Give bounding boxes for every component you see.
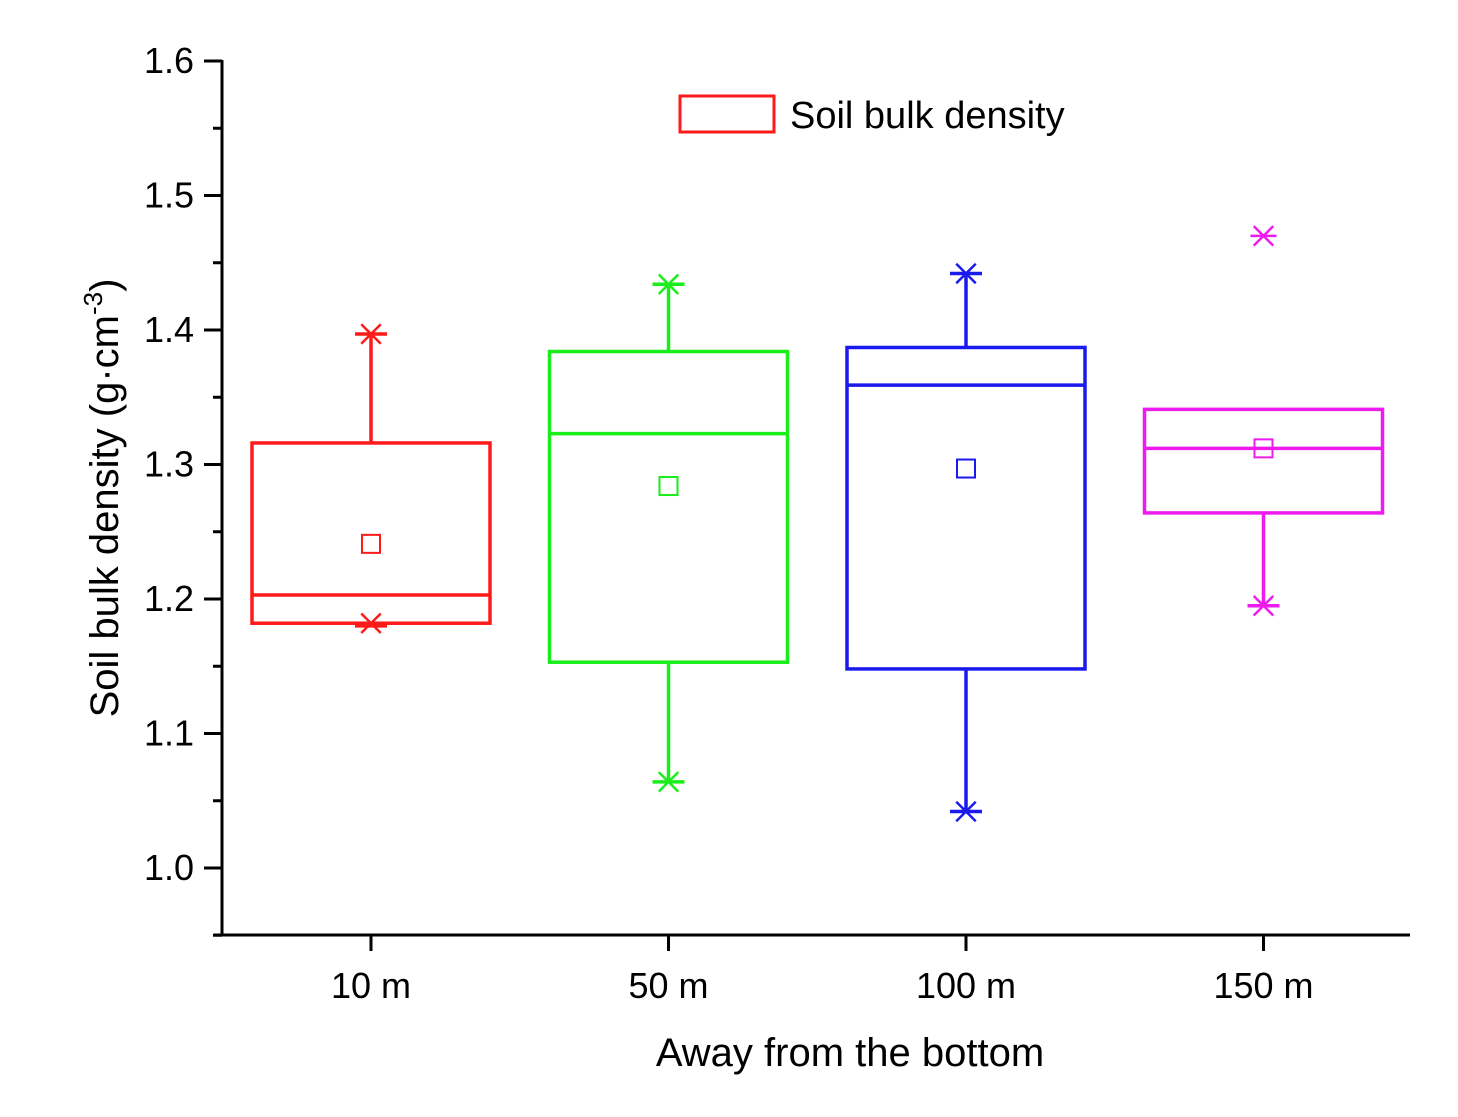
- box-100m: [845, 262, 1087, 823]
- outlier-marker-stroke: [1252, 225, 1275, 247]
- min-marker: [655, 771, 682, 793]
- y-tick-label: 1.0: [144, 847, 194, 888]
- mean-marker: [956, 458, 976, 479]
- min-marker-stroke: [955, 800, 977, 823]
- y-tick-label: 1.5: [144, 175, 194, 216]
- legend: Soil bulk density: [678, 94, 1065, 137]
- boxes: [250, 225, 1385, 823]
- y-tick-label: 1.6: [144, 40, 194, 81]
- x-tick-label: 50 m: [628, 965, 708, 1006]
- min-marker: [358, 612, 384, 634]
- mean-marker: [658, 476, 679, 497]
- x-axis-title: Away from the bottom: [656, 1031, 1044, 1075]
- max-marker-stroke: [955, 262, 977, 285]
- y-tick-label: 1.3: [144, 444, 194, 485]
- x-tick-label: 100 m: [916, 965, 1016, 1006]
- max-marker-stroke: [657, 273, 680, 295]
- mean-marker: [1253, 438, 1274, 459]
- y-axis-title-superscript: -3: [78, 292, 108, 315]
- max-marker: [953, 262, 979, 285]
- axes: [214, 60, 1410, 937]
- min-marker: [1250, 595, 1277, 617]
- legend-swatch: [678, 94, 776, 134]
- legend-label: Soil bulk density: [790, 95, 1065, 137]
- box-150m: [1142, 225, 1385, 617]
- max-marker: [655, 273, 682, 295]
- x-tick-label: 150 m: [1213, 965, 1313, 1006]
- min-marker: [953, 800, 979, 823]
- y-tick-label: 1.2: [144, 578, 194, 619]
- box-iqr: [547, 349, 790, 664]
- y-axis-title: Soil bulk density (g·cm-3): [78, 279, 127, 718]
- mean-marker: [361, 533, 381, 554]
- max-marker: [358, 323, 384, 345]
- box-iqr: [845, 345, 1087, 671]
- y-tick-label: 1.4: [144, 309, 194, 350]
- y-axis-title-main: Soil bulk density (g·cm: [83, 315, 127, 717]
- box-10m: [250, 323, 492, 634]
- outlier-marker: [1250, 225, 1277, 247]
- box-50m: [547, 273, 790, 793]
- max-marker-stroke: [360, 323, 382, 345]
- y-axis-title-close: ): [83, 279, 127, 292]
- x-ticks: 10 m 50 m 100 m 150 m: [331, 935, 1314, 1006]
- box-iqr: [1142, 407, 1385, 515]
- y-tick-label: 1.1: [144, 713, 194, 754]
- min-marker-stroke: [360, 612, 382, 634]
- min-marker-stroke: [1252, 595, 1275, 617]
- y-ticks: 1.0 1.1 1.2 1.3 1.4 1.5 1.6: [144, 40, 222, 937]
- x-tick-label: 10 m: [331, 965, 411, 1006]
- min-marker-stroke: [657, 771, 680, 793]
